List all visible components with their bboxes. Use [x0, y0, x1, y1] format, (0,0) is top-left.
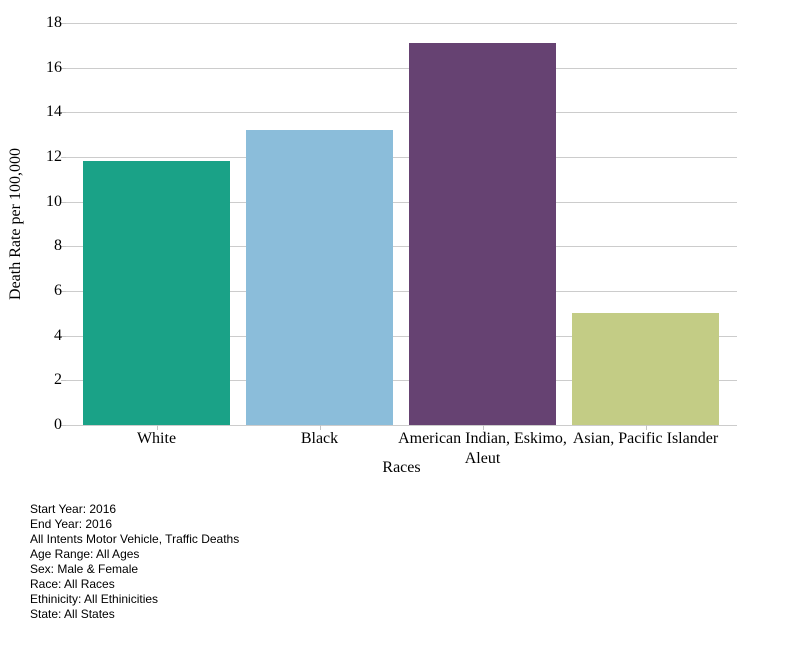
x-tick: [319, 425, 321, 430]
y-tick-label: 14: [46, 103, 62, 121]
gridline: [66, 425, 737, 426]
y-axis-title: Death Rate per 100,000: [7, 148, 24, 300]
y-tick: [61, 425, 66, 426]
y-tick: [61, 380, 66, 382]
bar-black: [246, 130, 393, 425]
x-tick-label: Asian, Pacific Islander: [572, 430, 719, 447]
metadata-line: All Intents Motor Vehicle, Traffic Death…: [30, 532, 240, 546]
y-tick: [61, 157, 66, 158]
chart-metadata-footer: Start Year: 2016 End Year: 2016 All Intent…: [30, 502, 239, 622]
x-tick-label: American Indian, Eskimo, Aleut: [398, 430, 567, 467]
metadata-line: Ethinicity: All Ethinicities: [30, 592, 159, 606]
x-tick-label: White: [136, 430, 177, 447]
metadata-line: State: All States: [30, 607, 115, 621]
gridline: [66, 23, 737, 24]
y-tick: [61, 112, 66, 114]
gridline: [66, 335, 737, 337]
gridline: [66, 157, 737, 158]
metadata-line: Race: All Races: [30, 577, 115, 591]
metadata-line: Sex: Male & Female: [30, 562, 139, 576]
metadata-line: Age Range: All Ages: [30, 547, 140, 561]
gridline: [66, 380, 737, 382]
bar-white: [83, 161, 230, 425]
y-tick: [61, 291, 66, 292]
x-axis-title: Races: [382, 459, 421, 476]
y-tick-label: 10: [46, 192, 62, 210]
bar-american-indian-eskimo-aleut: [409, 43, 556, 425]
y-tick-label: 0: [54, 416, 62, 433]
y-tick-label: 2: [54, 371, 62, 389]
y-tick: [61, 246, 66, 248]
gridline: [66, 201, 737, 203]
x-tick-label: Black: [300, 430, 339, 447]
x-tick: [645, 425, 647, 430]
y-tick-label: 12: [46, 148, 62, 165]
y-tick-label: 8: [54, 237, 62, 255]
x-tick: [482, 425, 484, 430]
metadata-line: End Year: 2016: [30, 517, 113, 531]
metadata-line: Start Year: 2016: [30, 502, 117, 516]
y-tick: [61, 67, 66, 69]
y-tick-label: 16: [46, 58, 62, 76]
y-tick-label: 6: [54, 282, 62, 299]
y-tick-label: 4: [54, 326, 62, 344]
gridline: [66, 67, 737, 69]
y-tick: [61, 23, 66, 24]
gridline: [66, 291, 737, 292]
gridline: [66, 246, 737, 248]
y-tick-label: 18: [46, 14, 62, 31]
y-tick: [61, 201, 66, 203]
x-tick: [156, 425, 158, 430]
y-tick: [61, 335, 66, 337]
bar-asian-pacific-islander: [572, 313, 719, 425]
gridline: [66, 112, 737, 114]
